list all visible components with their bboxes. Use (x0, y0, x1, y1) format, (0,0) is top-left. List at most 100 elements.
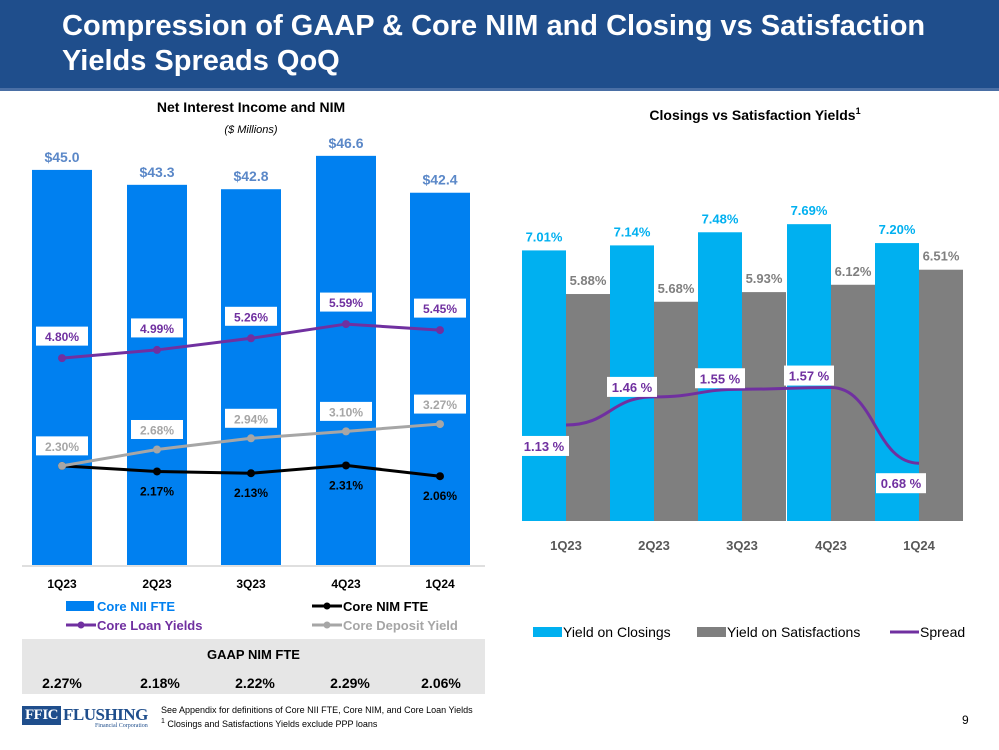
gaap-value-1q24: 2.06% (421, 675, 461, 691)
core-loan-yields-point-1q23 (58, 354, 66, 363)
right-chart-title-superscript: 1 (856, 106, 861, 116)
page-number: 9 (962, 713, 969, 727)
core-nim-fte-legend-label: Core NIM FTE (343, 599, 429, 614)
yield-on-satisfactions-label-1q23: 5.88% (570, 273, 607, 288)
spread-label-2q23: 1.46 % (607, 376, 657, 397)
yield-on-satisfactions-label-3q23: 5.93% (746, 271, 783, 286)
title-divider (0, 88, 999, 91)
title-bar: Compression of GAAP & Core NIM and Closi… (0, 0, 999, 88)
logo-name: FLUSHING (63, 705, 148, 724)
core-nim-fte-point-3q23 (247, 469, 255, 478)
core-deposit-yield-label-box-1q23 (36, 436, 88, 456)
core-nim-fte-label-2q23: 2.17% (140, 484, 174, 498)
right-chart-title: Closings vs Satisfaction Yields1 (649, 106, 860, 123)
yield-on-closings-label-1q23: 7.01% (526, 229, 563, 244)
core-loan-yields-point-3q23 (247, 334, 255, 343)
yield-on-satisfactions-label-4q23: 6.12% (835, 264, 872, 279)
left-x-tick-3q23: 3Q23 (236, 577, 266, 591)
core-nii-label-4q23: $46.6 (328, 135, 363, 151)
spread-label-box-1q24 (876, 473, 926, 494)
core-loan-yields-point-4q23 (342, 320, 350, 329)
slide-title: Compression of GAAP & Core NIM and Closi… (62, 10, 926, 77)
core-deposit-yield-point-1q23 (58, 461, 66, 470)
left-x-tick-1q23: 1Q23 (47, 577, 77, 591)
left-chart-title: Net Interest Income and NIM (157, 99, 345, 115)
core-nim-fte-point-4q23 (342, 461, 350, 470)
core-nii-bar-4q23 (316, 155, 376, 566)
footnote: See Appendix for definitions of Core NII… (161, 705, 473, 730)
left-x-tick-2q23: 2Q23 (142, 577, 172, 591)
core-nim-fte-point-2q23 (153, 467, 161, 476)
yield-on-satisfactions-bar-4q23 (831, 284, 875, 521)
core-nii-label-1q24: $42.4 (422, 172, 457, 188)
spread-label-box-4q23 (784, 365, 834, 386)
yield-on-satisfactions-label-1q24: 6.51% (923, 249, 960, 264)
core-loan-yields-label-box-4q23 (320, 292, 372, 312)
left-x-tick-4q23: 4Q23 (331, 577, 361, 591)
core-loan-yields-label-box-2q23 (131, 318, 183, 338)
right-x-tick-1q24: 1Q24 (903, 538, 936, 553)
gaap-value-2q23: 2.18% (140, 675, 180, 691)
core-deposit-yield-point-4q23 (342, 427, 350, 436)
core-deposit-yield-label-box-4q23 (320, 401, 372, 421)
core-nii-label-3q23: $42.8 (233, 168, 268, 184)
spread-label-text-1q23: 1.13 % (524, 439, 565, 454)
core-loan-yields-point-1q24 (436, 326, 444, 335)
yield-on-satisfactions-bar-1q23 (566, 294, 610, 521)
spread-label-box-1q23 (519, 435, 569, 456)
core-nim-fte-label-1q24: 2.06% (423, 489, 457, 503)
core-nii-label-1q23: $45.0 (44, 149, 79, 165)
spread-label-1q24: 0.68 % (876, 473, 926, 494)
left-x-tick-1q24: 1Q24 (425, 577, 455, 591)
core-deposit-yield-point-3q23 (247, 434, 255, 443)
core-deposit-yield-label-text-1q23: 2.30% (45, 440, 79, 454)
core-loan-yields-label-text-1q23: 4.80% (45, 330, 79, 344)
spread-legend-label: Spread (920, 624, 965, 640)
left-chart-subtitle: ($ Millions) (224, 124, 278, 136)
core-nim-fte-point-1q24 (436, 472, 444, 481)
footnote-line-2: Closings and Satisfactions Yields exclud… (164, 719, 378, 729)
core-deposit-yield-legend-label: Core Deposit Yield (343, 618, 458, 633)
core-loan-yields-label-1q23: 4.80% (36, 326, 88, 346)
right-x-tick-2q23: 2Q23 (638, 538, 670, 553)
yield-on-satisfactions-bar-2q23 (654, 301, 698, 521)
gaap-nim-title: GAAP NIM FTE (207, 647, 300, 662)
yield-on-closings-label-1q24: 7.20% (879, 222, 916, 237)
core-nii-bar-1q24 (410, 192, 470, 565)
yield-on-closings-label-4q23: 7.69% (791, 203, 828, 218)
logo-subtitle: Financial Corporation (94, 723, 148, 729)
gaap-value-3q23: 2.22% (235, 675, 275, 691)
core-nii-label-2q23: $43.3 (139, 164, 174, 180)
footnote-superscript: 1 (161, 718, 165, 725)
core-nim-fte-label-3q23: 2.13% (234, 486, 268, 500)
core-deposit-yield-label-box-2q23 (131, 419, 183, 439)
core-deposit-yield-label-box-1q24 (414, 394, 466, 414)
core-deposit-yield-label-1q23: 2.30% (36, 436, 88, 456)
spread-label-text-3q23: 1.55 % (700, 371, 741, 386)
core-deposit-yield-label-3q23: 2.94% (225, 408, 277, 428)
core-loan-yields-label-text-2q23: 4.99% (140, 322, 174, 336)
yield-on-satisfactions-label-2q23: 5.68% (658, 281, 695, 296)
company-logo: FFIC FLUSHING Financial Corporation (22, 706, 148, 730)
right-x-tick-3q23: 3Q23 (726, 538, 758, 553)
spread-label-box-3q23 (695, 368, 745, 389)
core-deposit-yield-label-4q23: 3.10% (320, 401, 372, 421)
yield-on-closings-legend-swatch (533, 627, 562, 637)
core-loan-yields-label-box-3q23 (225, 306, 277, 326)
core-deposit-yield-label-text-1q24: 3.27% (423, 398, 457, 412)
core-deposit-yield-label-text-3q23: 2.94% (234, 412, 268, 426)
core-nim-fte-legend-marker (323, 602, 331, 610)
spread-label-text-2q23: 1.46 % (612, 380, 653, 395)
logo-mark: FFIC (22, 706, 61, 725)
core-deposit-yield-label-text-2q23: 2.68% (140, 423, 174, 437)
core-deposit-yield-legend-marker (323, 621, 331, 629)
yield-on-closings-label-3q23: 7.48% (702, 211, 739, 226)
yield-on-satisfactions-bar-1q24 (919, 269, 963, 521)
core-loan-yields-legend-label: Core Loan Yields (97, 618, 202, 633)
yield-on-closings-bar-1q23 (522, 250, 566, 521)
core-nii-bar-2q23 (127, 184, 187, 566)
core-loan-yields-label-2q23: 4.99% (131, 318, 183, 338)
net-interest-income-chart: Net Interest Income and NIM ($ Millions) $… (22, 99, 485, 633)
spread-line (565, 386, 920, 465)
core-loan-yields-label-text-3q23: 5.26% (234, 310, 268, 324)
